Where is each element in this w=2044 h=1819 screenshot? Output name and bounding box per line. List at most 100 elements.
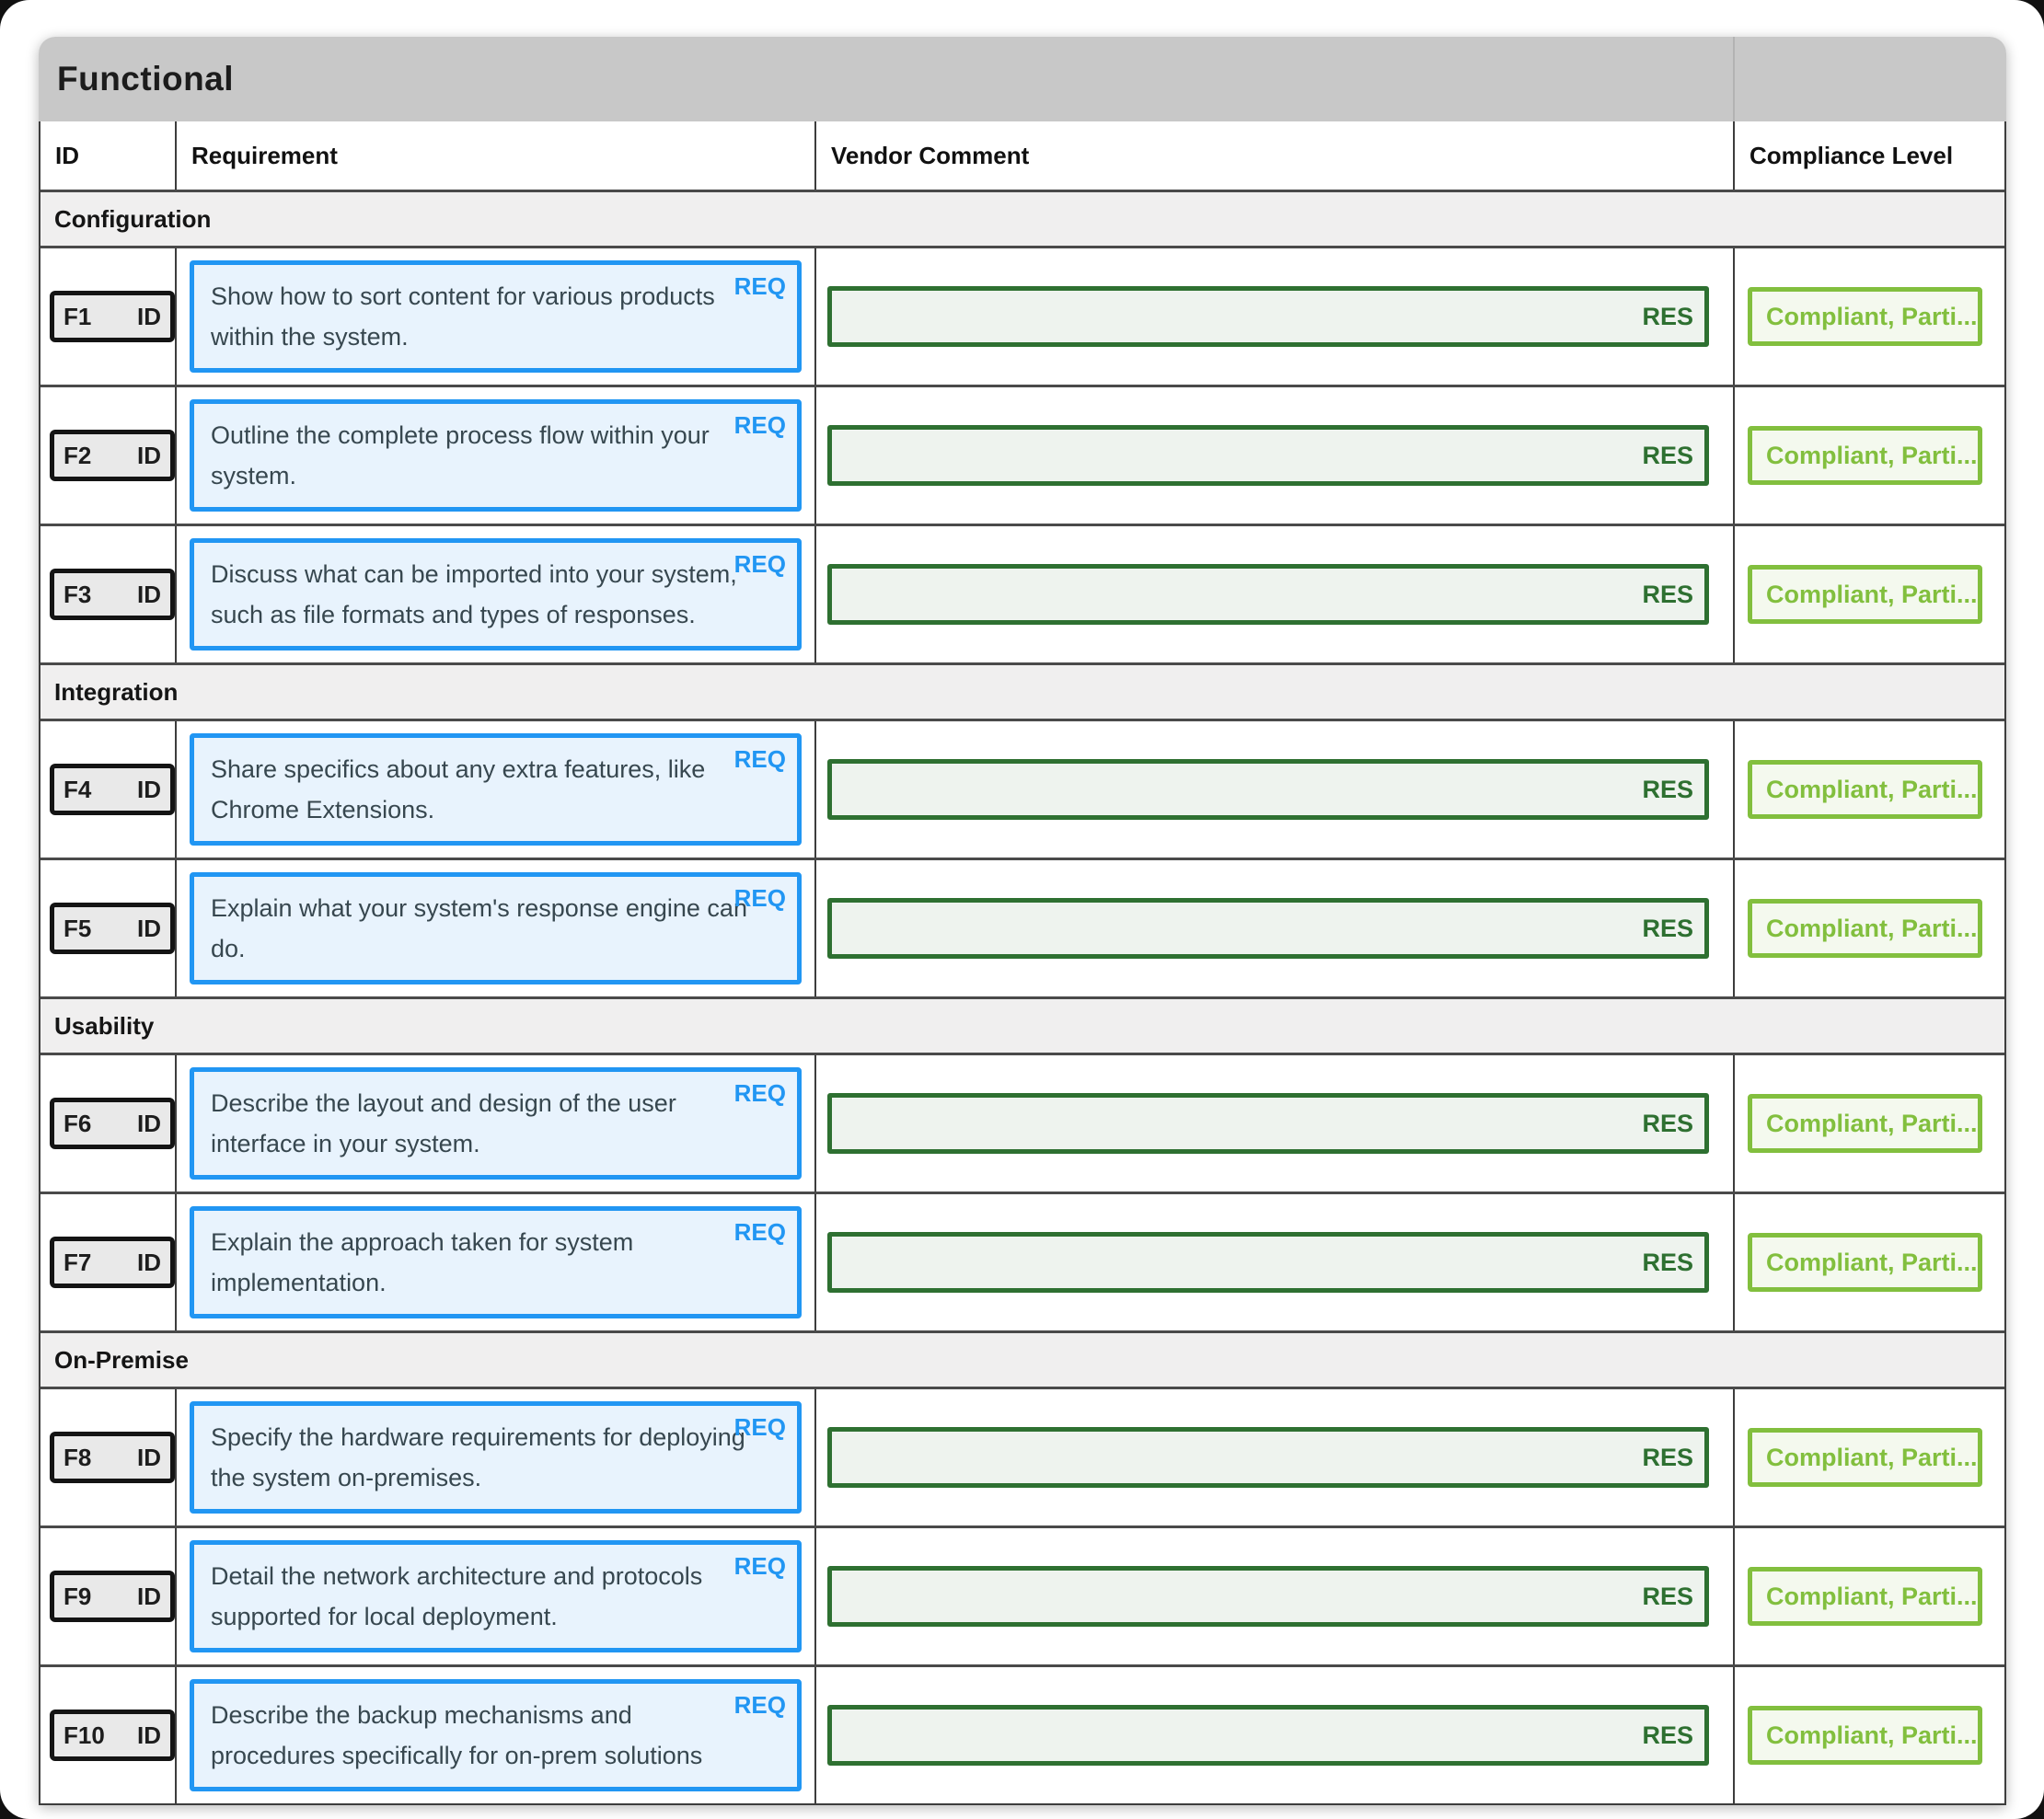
id-badge[interactable]: F3 ID <box>50 569 175 620</box>
compliance-value: Compliant, Parti... <box>1766 1248 1978 1276</box>
column-header-id: ID <box>40 121 177 190</box>
vendor-comment-input[interactable]: RES <box>827 1232 1709 1293</box>
compliance-value: Compliant, Parti... <box>1766 1443 1978 1471</box>
requirement-text: Outline the complete process flow within… <box>211 421 710 489</box>
id-cell: F7 ID <box>40 1194 177 1330</box>
requirement-cell: REQ Share specifics about any extra feat… <box>177 721 816 858</box>
id-badge[interactable]: F5 ID <box>50 903 175 954</box>
id-badge-label: ID <box>137 1109 161 1137</box>
row-id-code: F9 <box>64 1582 92 1610</box>
compliance-cell: Compliant, Parti... <box>1735 1194 2004 1330</box>
id-badge-label: ID <box>137 1721 161 1749</box>
compliance-value: Compliant, Parti... <box>1766 302 1978 330</box>
id-badge[interactable]: F6 ID <box>50 1098 175 1149</box>
compliance-select[interactable]: Compliant, Parti... <box>1748 565 1982 624</box>
req-tag: REQ <box>733 272 786 300</box>
id-badge-label: ID <box>137 1582 161 1610</box>
vendor-comment-input[interactable]: RES <box>827 564 1709 625</box>
id-badge[interactable]: F1 ID <box>50 291 175 342</box>
vendor-comment-input[interactable]: RES <box>827 898 1709 959</box>
compliance-value: Compliant, Parti... <box>1766 1582 1978 1610</box>
id-badge-label: ID <box>137 1443 161 1471</box>
table-row: F1 ID REQ Show how to sort content for v… <box>40 248 2004 387</box>
id-badge[interactable]: F4 ID <box>50 764 175 815</box>
compliance-cell: Compliant, Parti... <box>1735 248 2004 385</box>
requirement-box[interactable]: REQ Specify the hardware requirements fo… <box>190 1401 802 1514</box>
compliance-select[interactable]: Compliant, Parti... <box>1748 1428 1982 1487</box>
requirement-cell: REQ Explain what your system's response … <box>177 860 816 996</box>
vendor-comment-input[interactable]: RES <box>827 425 1709 486</box>
id-cell: F3 ID <box>40 526 177 662</box>
compliance-select[interactable]: Compliant, Parti... <box>1748 426 1982 485</box>
requirement-box[interactable]: REQ Explain what your system's response … <box>190 872 802 984</box>
requirement-box[interactable]: REQ Outline the complete process flow wi… <box>190 399 802 512</box>
requirement-text: Discuss what can be imported into your s… <box>211 560 737 628</box>
requirement-text: Explain what your system's response engi… <box>211 894 747 962</box>
req-tag: REQ <box>733 1552 786 1580</box>
res-tag: RES <box>1642 1248 1693 1276</box>
section-label: On-Premise <box>54 1345 189 1374</box>
id-badge[interactable]: F9 ID <box>50 1571 175 1622</box>
section-label: Configuration <box>54 204 212 233</box>
requirement-box[interactable]: REQ Explain the approach taken for syste… <box>190 1206 802 1318</box>
requirement-text: Explain the approach taken for system im… <box>211 1228 634 1296</box>
requirement-box[interactable]: REQ Discuss what can be imported into yo… <box>190 538 802 650</box>
vendor-comment-input[interactable]: RES <box>827 1427 1709 1488</box>
vendor-comment-input[interactable]: RES <box>827 759 1709 820</box>
compliance-cell: Compliant, Parti... <box>1735 526 2004 662</box>
section-header-row: Configuration <box>40 192 2004 248</box>
id-badge[interactable]: F10 ID <box>50 1710 175 1761</box>
compliance-select[interactable]: Compliant, Parti... <box>1748 1233 1982 1292</box>
id-cell: F10 ID <box>40 1667 177 1803</box>
table-row: F10 ID REQ Describe the backup mechanism… <box>40 1667 2004 1803</box>
compliance-value: Compliant, Parti... <box>1766 1109 1978 1137</box>
id-badge-label: ID <box>137 441 161 469</box>
compliance-select[interactable]: Compliant, Parti... <box>1748 760 1982 819</box>
compliance-select[interactable]: Compliant, Parti... <box>1748 1567 1982 1626</box>
table-row: F3 ID REQ Discuss what can be imported i… <box>40 526 2004 665</box>
req-tag: REQ <box>733 1218 786 1246</box>
id-cell: F6 ID <box>40 1055 177 1192</box>
compliance-select[interactable]: Compliant, Parti... <box>1748 287 1982 346</box>
id-badge[interactable]: F8 ID <box>50 1432 175 1483</box>
requirement-cell: REQ Describe the backup mechanisms and p… <box>177 1667 816 1803</box>
requirements-table: ID Requirement Vendor Comment Compliance… <box>39 121 2006 1805</box>
compliance-select[interactable]: Compliant, Parti... <box>1748 1706 1982 1765</box>
compliance-select[interactable]: Compliant, Parti... <box>1748 899 1982 958</box>
compliance-select[interactable]: Compliant, Parti... <box>1748 1094 1982 1153</box>
req-tag: REQ <box>733 1413 786 1441</box>
table-row: F8 ID REQ Specify the hardware requireme… <box>40 1389 2004 1528</box>
requirement-text: Share specifics about any extra features… <box>211 755 706 823</box>
req-tag: REQ <box>733 550 786 578</box>
requirement-box[interactable]: REQ Describe the backup mechanisms and p… <box>190 1679 802 1791</box>
compliance-cell: Compliant, Parti... <box>1735 387 2004 524</box>
row-id-code: F7 <box>64 1248 92 1276</box>
vendor-comment-input[interactable]: RES <box>827 286 1709 347</box>
section-label: Integration <box>54 677 179 706</box>
requirement-box[interactable]: REQ Share specifics about any extra feat… <box>190 733 802 846</box>
compliance-value: Compliant, Parti... <box>1766 1721 1978 1749</box>
vendor-comment-input[interactable]: RES <box>827 1705 1709 1766</box>
table-body: Configuration F1 ID REQ Show how to sort… <box>40 192 2004 1803</box>
row-id-code: F6 <box>64 1109 92 1137</box>
compliance-value: Compliant, Parti... <box>1766 580 1978 608</box>
requirement-box[interactable]: REQ Describe the layout and design of th… <box>190 1067 802 1180</box>
compliance-cell: Compliant, Parti... <box>1735 1055 2004 1192</box>
requirement-text: Detail the network architecture and prot… <box>211 1562 703 1630</box>
requirement-box[interactable]: REQ Show how to sort content for various… <box>190 260 802 373</box>
requirement-box[interactable]: REQ Detail the network architecture and … <box>190 1540 802 1652</box>
requirement-text: Specify the hardware requirements for de… <box>211 1423 745 1491</box>
row-id-code: F1 <box>64 302 92 330</box>
requirement-cell: REQ Discuss what can be imported into yo… <box>177 526 816 662</box>
vendor-comment-input[interactable]: RES <box>827 1093 1709 1154</box>
row-id-code: F3 <box>64 580 92 608</box>
vendor-comment-input[interactable]: RES <box>827 1566 1709 1627</box>
table-row: F7 ID REQ Explain the approach taken for… <box>40 1194 2004 1333</box>
compliance-value: Compliant, Parti... <box>1766 775 1978 803</box>
table-row: F5 ID REQ Explain what your system's res… <box>40 860 2004 999</box>
section-header-row: Integration <box>40 665 2004 721</box>
id-badge[interactable]: F2 ID <box>50 430 175 481</box>
id-badge[interactable]: F7 ID <box>50 1237 175 1288</box>
row-id-code: F10 <box>64 1721 105 1749</box>
compliance-cell: Compliant, Parti... <box>1735 1389 2004 1525</box>
